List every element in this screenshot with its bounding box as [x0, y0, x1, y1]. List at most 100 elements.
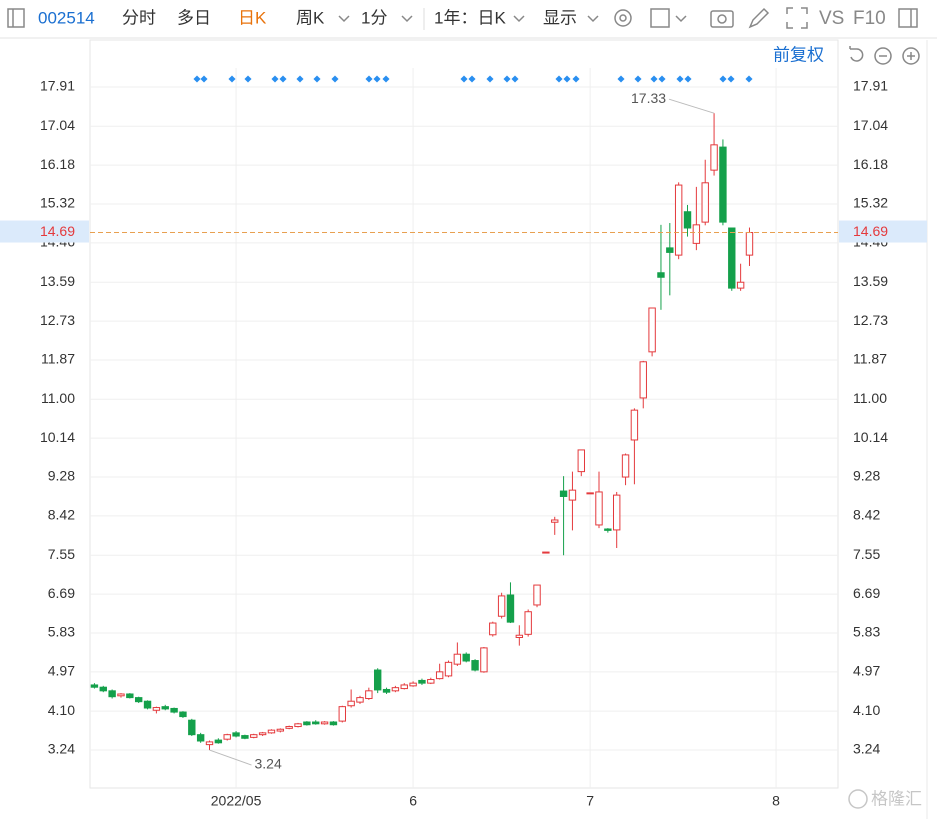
y2-tick-label: 5.83 — [853, 624, 880, 640]
candle-body — [241, 735, 249, 739]
event-marker — [373, 75, 381, 83]
candle-body — [179, 711, 187, 718]
caret[interactable] — [675, 15, 687, 23]
watermark-text: 格隆汇 — [871, 789, 922, 808]
candle-body — [329, 721, 338, 726]
event-marker — [719, 75, 727, 83]
current-price-label: 14.69 — [853, 223, 888, 239]
y2-tick-label: 13.59 — [853, 273, 888, 289]
candle-body — [356, 697, 364, 703]
adjust-mode[interactable]: 前复权 — [773, 45, 824, 64]
tab[interactable]: 1年：日K — [434, 8, 506, 27]
candle-body — [320, 721, 329, 725]
camera-icon[interactable] — [710, 10, 734, 28]
candle-body — [294, 723, 302, 728]
watermark-logo — [848, 789, 868, 809]
event-marker — [650, 75, 658, 83]
candle-body — [639, 361, 647, 399]
y2-tick-label: 11.87 — [853, 351, 887, 367]
candle-body — [524, 611, 532, 635]
candle-body — [418, 679, 426, 684]
tab[interactable]: 多日 — [177, 8, 211, 27]
candle-body — [489, 622, 497, 636]
candle-body — [347, 700, 355, 707]
candle-body — [188, 719, 196, 736]
event-marker — [727, 75, 735, 83]
sidebar-icon[interactable] — [7, 8, 25, 28]
candle-body — [648, 307, 656, 353]
event-marker — [200, 75, 208, 83]
candle-body — [117, 693, 125, 697]
event-marker — [555, 75, 563, 83]
caret[interactable] — [513, 15, 525, 23]
event-marker — [296, 75, 304, 83]
y-tick-label: 7.55 — [48, 546, 75, 562]
y-tick-label: 6.69 — [48, 585, 75, 601]
tab-active[interactable]: 日K — [238, 8, 267, 27]
event-marker — [460, 75, 468, 83]
candle-body — [312, 721, 320, 725]
pencil-icon[interactable] — [748, 7, 770, 29]
candle-body — [533, 584, 541, 606]
event-marker — [617, 75, 625, 83]
y2-tick-label: 7.55 — [853, 546, 880, 562]
color-icon[interactable] — [650, 8, 670, 28]
y-tick-label: 8.42 — [48, 507, 75, 523]
y2-tick-label: 15.32 — [853, 195, 888, 211]
event-marker — [563, 75, 571, 83]
f10-button[interactable]: F10 — [853, 8, 886, 29]
fullscreen-icon[interactable] — [786, 7, 808, 29]
current-price-box — [839, 220, 927, 243]
undo-icon[interactable] — [849, 46, 864, 62]
event-marker — [382, 75, 390, 83]
tab[interactable]: 1分 — [361, 8, 387, 27]
candle-body — [338, 706, 346, 722]
y-tick-label: 11.87 — [41, 351, 75, 367]
y2-tick-label: 3.24 — [853, 741, 880, 757]
candle-body — [90, 684, 99, 688]
y-tick-label: 17.91 — [40, 78, 75, 94]
zoom-in-plus — [907, 52, 915, 60]
event-marker — [193, 75, 201, 83]
candle-body — [674, 184, 683, 256]
tab[interactable]: 显示 — [543, 8, 577, 27]
candle-body — [736, 281, 745, 289]
stock-code[interactable]: 002514 — [38, 8, 95, 27]
candle-body — [630, 409, 639, 441]
candle-body — [400, 684, 408, 690]
event-marker — [658, 75, 666, 83]
caret[interactable] — [401, 15, 413, 23]
plot-frame — [89, 39, 839, 789]
y2-tick-label: 12.73 — [853, 312, 888, 328]
vs-button[interactable]: VS — [819, 8, 844, 29]
candle-body — [196, 734, 205, 742]
event-marker — [468, 75, 476, 83]
candle-body — [480, 647, 488, 673]
y-tick-label: 15.32 — [40, 195, 75, 211]
panel-icon[interactable] — [898, 8, 918, 28]
x-tick-label: 7 — [586, 793, 594, 809]
candle-body — [515, 634, 524, 638]
x-tick-label: 8 — [772, 793, 780, 809]
zoom-in-icon[interactable] — [902, 47, 920, 65]
settings-icon[interactable] — [614, 9, 632, 27]
candle-body — [126, 693, 134, 699]
max-label: 17.33 — [631, 90, 666, 106]
watermark: 格隆汇 — [848, 789, 922, 809]
candle-body — [250, 734, 258, 738]
candle-body — [276, 728, 285, 732]
event-marker — [271, 75, 279, 83]
candle-body — [365, 690, 373, 700]
y-tick-label: 13.59 — [40, 273, 75, 289]
candle-body — [391, 687, 400, 692]
tab[interactable]: 周K — [296, 8, 325, 27]
y2-tick-label: 8.42 — [853, 507, 880, 523]
y2-tick-label: 6.69 — [853, 585, 880, 601]
zoom-out-icon[interactable] — [874, 47, 892, 65]
candle-body — [710, 144, 718, 171]
tab[interactable]: 分时 — [122, 8, 156, 27]
caret[interactable] — [338, 15, 350, 23]
candle-body — [232, 732, 240, 737]
candle-body — [99, 686, 107, 692]
caret[interactable] — [587, 15, 599, 23]
